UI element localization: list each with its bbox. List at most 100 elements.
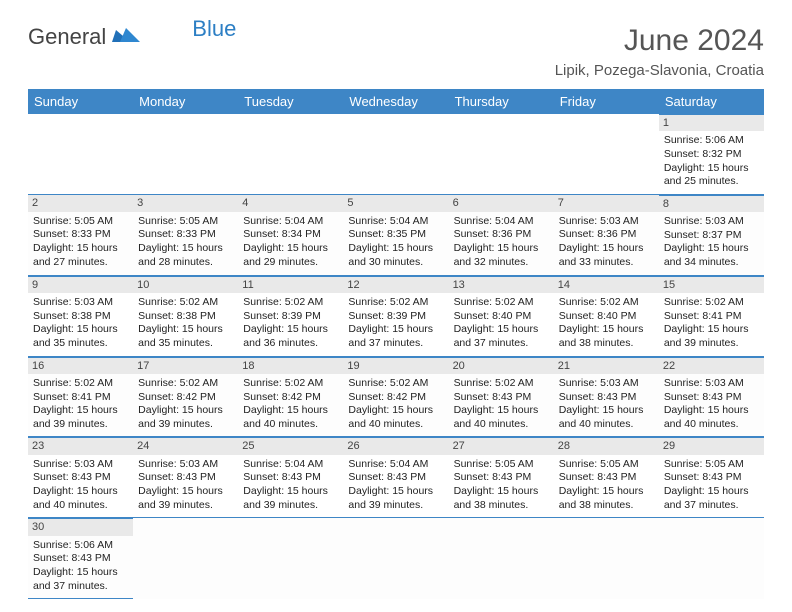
daylight1-text: Daylight: 15 hours bbox=[33, 242, 128, 256]
daylight1-text: Daylight: 15 hours bbox=[454, 323, 549, 337]
calendar-day-cell: 20Sunrise: 5:02 AMSunset: 8:43 PMDayligh… bbox=[449, 356, 554, 437]
day-number: 10 bbox=[133, 276, 238, 293]
heading-block: June 2024 Lipik, Pozega-Slavonia, Croati… bbox=[555, 24, 764, 79]
day-number: 8 bbox=[659, 195, 764, 212]
calendar-day-cell: 7Sunrise: 5:03 AMSunset: 8:36 PMDaylight… bbox=[554, 194, 659, 275]
day-number: 2 bbox=[28, 194, 133, 211]
calendar-day-cell: 23Sunrise: 5:03 AMSunset: 8:43 PMDayligh… bbox=[28, 437, 133, 518]
sunrise-text: Sunrise: 5:03 AM bbox=[664, 215, 759, 229]
sunset-text: Sunset: 8:33 PM bbox=[138, 228, 233, 242]
sunset-text: Sunset: 8:33 PM bbox=[33, 228, 128, 242]
sunset-text: Sunset: 8:35 PM bbox=[348, 228, 443, 242]
daylight1-text: Daylight: 15 hours bbox=[138, 404, 233, 418]
month-title: June 2024 bbox=[555, 24, 764, 58]
sunset-text: Sunset: 8:43 PM bbox=[664, 471, 759, 485]
sunrise-text: Sunrise: 5:02 AM bbox=[664, 296, 759, 310]
calendar-day-cell bbox=[238, 114, 343, 194]
daylight1-text: Daylight: 15 hours bbox=[664, 242, 759, 256]
calendar-day-cell: 15Sunrise: 5:02 AMSunset: 8:41 PMDayligh… bbox=[659, 275, 764, 356]
calendar-day-cell bbox=[449, 114, 554, 194]
daylight2-text: and 40 minutes. bbox=[664, 418, 759, 432]
sunrise-text: Sunrise: 5:05 AM bbox=[559, 458, 654, 472]
calendar-day-cell bbox=[554, 114, 659, 194]
daylight1-text: Daylight: 15 hours bbox=[348, 242, 443, 256]
daylight1-text: Daylight: 15 hours bbox=[664, 162, 759, 176]
sunset-text: Sunset: 8:43 PM bbox=[664, 391, 759, 405]
sunrise-text: Sunrise: 5:02 AM bbox=[33, 377, 128, 391]
sunset-text: Sunset: 8:36 PM bbox=[559, 228, 654, 242]
sunset-text: Sunset: 8:43 PM bbox=[559, 471, 654, 485]
sunset-text: Sunset: 8:41 PM bbox=[664, 310, 759, 324]
calendar-day-cell: 4Sunrise: 5:04 AMSunset: 8:34 PMDaylight… bbox=[238, 194, 343, 275]
daylight1-text: Daylight: 15 hours bbox=[33, 323, 128, 337]
daylight2-text: and 39 minutes. bbox=[243, 499, 338, 513]
daylight2-text: and 37 minutes. bbox=[33, 580, 128, 594]
sunrise-text: Sunrise: 5:03 AM bbox=[664, 377, 759, 391]
day-number: 13 bbox=[449, 276, 554, 293]
sunrise-text: Sunrise: 5:02 AM bbox=[454, 296, 549, 310]
day-number: 4 bbox=[238, 194, 343, 211]
day-number: 12 bbox=[343, 276, 448, 293]
calendar-day-cell: 11Sunrise: 5:02 AMSunset: 8:39 PMDayligh… bbox=[238, 275, 343, 356]
daylight2-text: and 39 minutes. bbox=[138, 418, 233, 432]
sunrise-text: Sunrise: 5:02 AM bbox=[138, 377, 233, 391]
weekday-header: Tuesday bbox=[238, 89, 343, 114]
sunset-text: Sunset: 8:40 PM bbox=[454, 310, 549, 324]
daylight2-text: and 35 minutes. bbox=[138, 337, 233, 351]
day-number: 27 bbox=[449, 437, 554, 454]
daylight2-text: and 39 minutes. bbox=[138, 499, 233, 513]
day-number: 11 bbox=[238, 276, 343, 293]
daylight2-text: and 37 minutes. bbox=[454, 337, 549, 351]
daylight2-text: and 40 minutes. bbox=[454, 418, 549, 432]
sunset-text: Sunset: 8:42 PM bbox=[243, 391, 338, 405]
sunset-text: Sunset: 8:38 PM bbox=[33, 310, 128, 324]
calendar-day-cell: 9Sunrise: 5:03 AMSunset: 8:38 PMDaylight… bbox=[28, 275, 133, 356]
calendar-week-row: 16Sunrise: 5:02 AMSunset: 8:41 PMDayligh… bbox=[28, 356, 764, 437]
sunset-text: Sunset: 8:43 PM bbox=[33, 471, 128, 485]
daylight2-text: and 35 minutes. bbox=[33, 337, 128, 351]
daylight2-text: and 38 minutes. bbox=[559, 337, 654, 351]
calendar-day-cell bbox=[343, 518, 448, 599]
daylight1-text: Daylight: 15 hours bbox=[348, 323, 443, 337]
day-number: 9 bbox=[28, 276, 133, 293]
daylight1-text: Daylight: 15 hours bbox=[559, 323, 654, 337]
location-text: Lipik, Pozega-Slavonia, Croatia bbox=[555, 62, 764, 79]
calendar-day-cell: 14Sunrise: 5:02 AMSunset: 8:40 PMDayligh… bbox=[554, 275, 659, 356]
calendar-day-cell: 8Sunrise: 5:03 AMSunset: 8:37 PMDaylight… bbox=[659, 194, 764, 275]
daylight2-text: and 32 minutes. bbox=[454, 256, 549, 270]
calendar-day-cell: 22Sunrise: 5:03 AMSunset: 8:43 PMDayligh… bbox=[659, 356, 764, 437]
calendar-day-cell bbox=[449, 518, 554, 599]
day-number: 21 bbox=[554, 357, 659, 374]
daylight2-text: and 40 minutes. bbox=[243, 418, 338, 432]
day-number: 24 bbox=[133, 437, 238, 454]
weekday-header: Monday bbox=[133, 89, 238, 114]
sunset-text: Sunset: 8:39 PM bbox=[348, 310, 443, 324]
sunset-text: Sunset: 8:43 PM bbox=[559, 391, 654, 405]
sunrise-text: Sunrise: 5:02 AM bbox=[348, 296, 443, 310]
daylight2-text: and 34 minutes. bbox=[664, 256, 759, 270]
sunset-text: Sunset: 8:42 PM bbox=[138, 391, 233, 405]
day-number: 16 bbox=[28, 357, 133, 374]
calendar-day-cell: 19Sunrise: 5:02 AMSunset: 8:42 PMDayligh… bbox=[343, 356, 448, 437]
sunrise-text: Sunrise: 5:03 AM bbox=[138, 458, 233, 472]
sunrise-text: Sunrise: 5:02 AM bbox=[348, 377, 443, 391]
sunset-text: Sunset: 8:36 PM bbox=[454, 228, 549, 242]
flag-icon bbox=[112, 24, 142, 50]
calendar-day-cell bbox=[133, 114, 238, 194]
calendar-week-row: 1Sunrise: 5:06 AMSunset: 8:32 PMDaylight… bbox=[28, 114, 764, 194]
daylight1-text: Daylight: 15 hours bbox=[559, 242, 654, 256]
daylight1-text: Daylight: 15 hours bbox=[664, 404, 759, 418]
sunrise-text: Sunrise: 5:04 AM bbox=[243, 458, 338, 472]
brand-general: General bbox=[28, 24, 106, 50]
calendar-day-cell: 1Sunrise: 5:06 AMSunset: 8:32 PMDaylight… bbox=[659, 114, 764, 194]
daylight1-text: Daylight: 15 hours bbox=[243, 242, 338, 256]
daylight1-text: Daylight: 15 hours bbox=[559, 485, 654, 499]
daylight1-text: Daylight: 15 hours bbox=[664, 485, 759, 499]
calendar-day-cell bbox=[238, 518, 343, 599]
day-number: 17 bbox=[133, 357, 238, 374]
sunrise-text: Sunrise: 5:02 AM bbox=[559, 296, 654, 310]
daylight2-text: and 29 minutes. bbox=[243, 256, 338, 270]
calendar-week-row: 2Sunrise: 5:05 AMSunset: 8:33 PMDaylight… bbox=[28, 194, 764, 275]
sunrise-text: Sunrise: 5:03 AM bbox=[559, 215, 654, 229]
sunset-text: Sunset: 8:42 PM bbox=[348, 391, 443, 405]
